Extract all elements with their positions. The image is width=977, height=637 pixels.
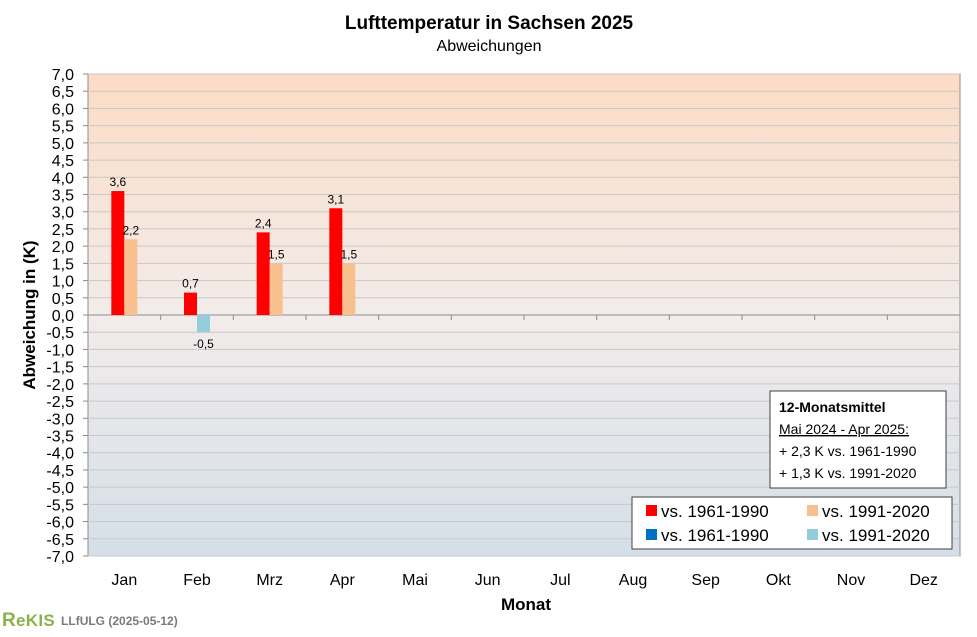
legend-swatch-orange xyxy=(807,505,818,516)
bar xyxy=(256,232,270,315)
footer-org-date: LLfULG (2025-05-12) xyxy=(61,614,178,628)
y-tick-label: -1,5 xyxy=(46,360,74,377)
bar xyxy=(342,263,356,315)
x-axis-label: Monat xyxy=(501,595,551,614)
data-label: -0,5 xyxy=(193,337,214,351)
y-tick-label: 1,0 xyxy=(52,274,74,291)
chart-title: Lufttemperatur in Sachsen 2025 xyxy=(345,13,634,34)
x-tick-label: Nov xyxy=(837,572,865,589)
bar xyxy=(184,292,197,315)
y-tick-label: 0,5 xyxy=(52,291,74,308)
y-tick-label: -0,5 xyxy=(46,325,74,342)
y-tick-label: 1,5 xyxy=(52,256,74,273)
y-tick-label: -3,5 xyxy=(46,429,74,446)
y-tick-label: 5,5 xyxy=(52,119,74,136)
info-box-period: Mai 2024 - Apr 2025: xyxy=(779,421,909,437)
footer: ReKIS LLfULG (2025-05-12) xyxy=(2,610,178,631)
y-tick-label: 6,0 xyxy=(52,101,74,118)
x-tick-label: Mrz xyxy=(256,572,283,589)
y-tick-label: -2,5 xyxy=(46,394,74,411)
info-box-line-1: + 2,3 K vs. 1961-1990 xyxy=(779,443,917,459)
y-tick-label: 2,0 xyxy=(52,239,74,256)
x-tick-label: Dez xyxy=(909,572,937,589)
y-tick-label: 3,5 xyxy=(52,188,74,205)
rekis-logo: ReKIS xyxy=(2,610,56,631)
legend-label-2: vs. 1991-2020 xyxy=(822,502,930,521)
legend-swatch-red xyxy=(646,505,657,516)
y-tick-label: -6,5 xyxy=(46,532,74,549)
x-tick-label: Jul xyxy=(550,572,570,589)
y-tick-label: 0,0 xyxy=(52,308,74,325)
x-tick-label: Feb xyxy=(183,572,211,589)
x-tick-label: Apr xyxy=(330,572,356,589)
data-label: 3,1 xyxy=(327,192,344,206)
data-label: 3,6 xyxy=(109,175,126,189)
x-tick-label: Okt xyxy=(766,572,791,589)
legend-swatch-light-blue xyxy=(807,529,818,540)
data-label: 1,5 xyxy=(268,247,285,261)
data-label: 1,5 xyxy=(340,247,357,261)
y-tick-label: 7,0 xyxy=(52,67,74,84)
y-tick-label: -4,0 xyxy=(46,446,74,463)
y-tick-label: -5,5 xyxy=(46,497,74,514)
bar xyxy=(111,191,125,315)
x-tick-label: Jan xyxy=(111,572,137,589)
x-tick-labels: Jan Feb Mrz Apr Mai Jun Jul Aug Sep Okt Nov Dez xyxy=(111,572,937,589)
bar xyxy=(124,239,138,315)
bar xyxy=(269,263,283,315)
info-box: 12-Monatsmittel Mai 2024 - Apr 2025: + 2… xyxy=(769,390,947,489)
data-label: 0,7 xyxy=(182,277,199,291)
y-tick-label: 3,0 xyxy=(52,205,74,222)
info-box-line-2: + 1,3 K vs. 1991-2020 xyxy=(779,465,917,481)
y-tick-label: -5,0 xyxy=(46,480,74,497)
y-tick-label: 2,5 xyxy=(52,222,74,239)
y-axis-label: Abweichung in (K) xyxy=(20,240,39,389)
y-tick-label: -4,5 xyxy=(46,463,74,480)
y-tick-label: 5,0 xyxy=(52,136,74,153)
legend-label-4: vs. 1991-2020 xyxy=(822,526,930,545)
y-tick-label: -7,0 xyxy=(46,549,74,566)
legend-label-1: vs. 1961-1990 xyxy=(661,502,769,521)
data-label: 2,4 xyxy=(255,216,272,230)
bar xyxy=(329,208,343,315)
y-tick-labels: 7,06,56,05,55,04,54,03,53,02,52,01,51,00… xyxy=(46,67,74,566)
y-tick-label: -2,0 xyxy=(46,377,74,394)
info-box-title: 12-Monatsmittel xyxy=(779,399,886,415)
x-tick-label: Sep xyxy=(691,572,720,589)
legend: vs. 1961-1990 vs. 1991-2020 vs. 1961-199… xyxy=(631,496,953,550)
data-labels: 3,6 0,7 2,4 3,1 2,2 -0,5 1,5 1,5 xyxy=(109,175,357,351)
legend-swatch-blue xyxy=(646,529,657,540)
x-tick-label: Aug xyxy=(619,572,647,589)
y-tick-label: 4,0 xyxy=(52,170,74,187)
data-label: 2,2 xyxy=(122,223,139,237)
gridlines xyxy=(83,73,961,557)
chart-subtitle: Abweichungen xyxy=(437,38,542,55)
y-tick-label: 4,5 xyxy=(52,153,74,170)
x-tick-label: Mai xyxy=(402,572,428,589)
y-tick-label: 6,5 xyxy=(52,84,74,101)
bar xyxy=(197,315,210,333)
bars xyxy=(111,191,356,333)
legend-label-3: vs. 1961-1990 xyxy=(661,526,769,545)
y-tick-label: -1,0 xyxy=(46,342,74,359)
x-tick-label: Jun xyxy=(475,572,501,589)
y-tick-label: -3,0 xyxy=(46,411,74,428)
y-tick-label: -6,0 xyxy=(46,515,74,532)
